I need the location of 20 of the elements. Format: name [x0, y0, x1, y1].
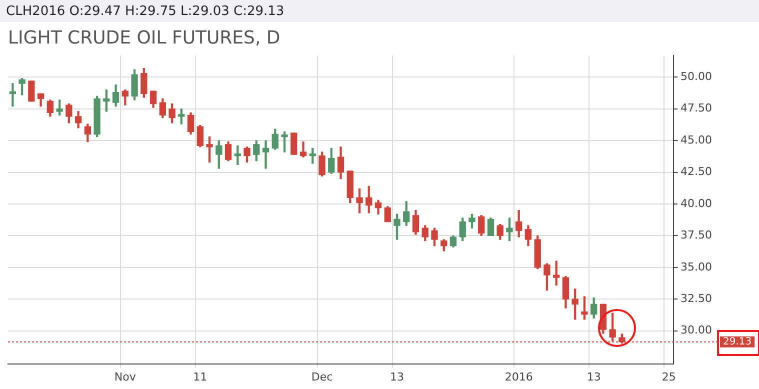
y-tick-label: 37.50 — [680, 228, 712, 242]
y-tick-label: 30.00 — [680, 324, 712, 337]
x-tick-label: 13 — [586, 370, 601, 384]
chart-subtitle: CLH2016 O:29.47 H:29.75 L:29.03 C:29.13 — [6, 4, 284, 19]
x-tick-label: Dec — [311, 370, 333, 384]
x-tick-label: Nov — [114, 370, 136, 384]
y-tick-label: 32.50 — [680, 292, 712, 305]
x-tick-label: 25 — [662, 370, 676, 384]
y-tick-label: 40.00 — [680, 196, 712, 210]
y-tick-label: 35.00 — [680, 260, 712, 274]
ref-line-label: 29.13 — [723, 336, 752, 348]
y-tick-label: 47.50 — [680, 102, 712, 115]
y-tick-label: 42.50 — [680, 165, 712, 178]
x-tick-label: 11 — [193, 370, 208, 384]
y-tick-label: 45.00 — [680, 133, 712, 146]
chart-title: LIGHT CRUDE OIL FUTURES, D — [8, 27, 280, 48]
candlestick — [290, 132, 298, 155]
y-tick-label: 50.00 — [680, 70, 712, 84]
x-tick-label: 13 — [390, 370, 404, 384]
x-tick-label: 2016 — [504, 370, 533, 384]
